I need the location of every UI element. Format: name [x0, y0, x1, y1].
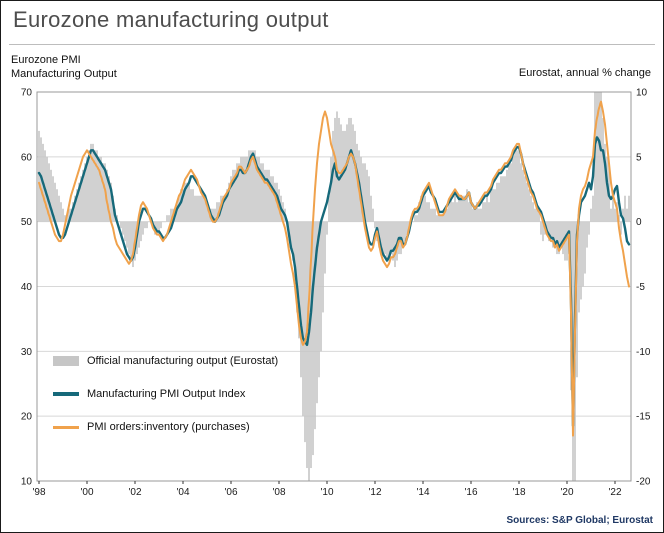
svg-text:70: 70 [21, 88, 33, 99]
svg-text:'16: '16 [464, 487, 477, 498]
svg-text:'02: '02 [128, 487, 141, 498]
svg-text:'20: '20 [560, 487, 573, 498]
page-title: Eurozone manufacturing output [13, 7, 329, 32]
svg-text:50: 50 [21, 217, 33, 228]
svg-text:10: 10 [21, 477, 33, 488]
svg-text:'04: '04 [176, 487, 189, 498]
svg-text:-15: -15 [636, 412, 651, 423]
legend: Official manufacturing output (Eurostat)… [53, 355, 278, 454]
svg-text:'00: '00 [80, 487, 93, 498]
svg-text:'18: '18 [512, 487, 525, 498]
gray-bar-swatch [53, 356, 79, 366]
svg-text:'12: '12 [368, 487, 381, 498]
right-axis-title: Eurostat, annual % change [518, 67, 651, 79]
svg-text:40: 40 [21, 282, 33, 293]
svg-text:'14: '14 [416, 487, 429, 498]
legend-item-orders-inventory: PMI orders:inventory (purchases) [53, 421, 278, 433]
svg-text:'10: '10 [320, 487, 333, 498]
svg-text:-5: -5 [636, 282, 645, 293]
left-axis-title: Eurozone PMI Manufacturing Output [11, 53, 117, 82]
orange-line-swatch [53, 425, 79, 429]
svg-text:10: 10 [636, 88, 648, 99]
chart-svg: 706050403020101050-5-10-15-20'98'00'02'0… [21, 88, 651, 499]
svg-text:60: 60 [21, 152, 33, 163]
teal-line-swatch [53, 392, 79, 396]
svg-text:30: 30 [21, 347, 33, 358]
legend-label-official-output: Official manufacturing output (Eurostat) [87, 355, 279, 367]
svg-text:-20: -20 [636, 477, 651, 488]
legend-item-pmi-output: Manufacturing PMI Output Index [53, 388, 278, 400]
svg-text:0: 0 [636, 217, 642, 228]
legend-item-official-output: Official manufacturing output (Eurostat) [53, 355, 278, 367]
svg-text:5: 5 [636, 152, 642, 163]
legend-label-pmi-output: Manufacturing PMI Output Index [87, 388, 246, 400]
svg-text:'22: '22 [608, 487, 621, 498]
svg-text:-10: -10 [636, 347, 651, 358]
legend-label-orders-inventory: PMI orders:inventory (purchases) [87, 421, 250, 433]
title-divider [9, 44, 655, 45]
left-axis-title-line2: Manufacturing Output [11, 68, 117, 81]
svg-text:'98: '98 [32, 487, 45, 498]
svg-text:'06: '06 [224, 487, 237, 498]
svg-text:20: 20 [21, 412, 33, 423]
source-note: Sources: S&P Global; Eurostat [506, 515, 653, 526]
svg-text:'08: '08 [272, 487, 285, 498]
left-axis-title-line1: Eurozone PMI [11, 54, 81, 66]
